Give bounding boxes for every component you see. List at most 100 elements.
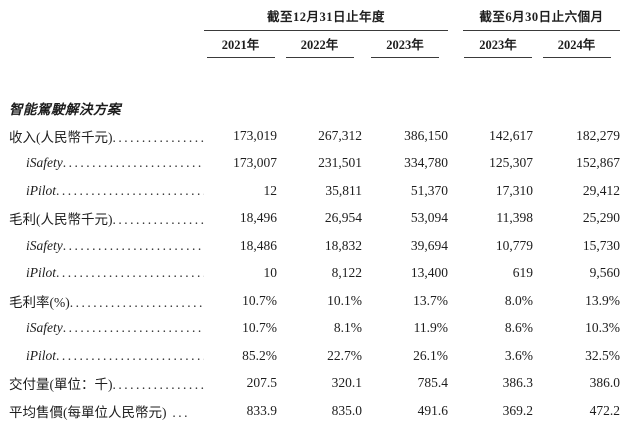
row-label-cell: iPilot............................. — [0, 177, 204, 205]
financial-table: 截至12月31日止年度 截至6月30日止六個月 2021年 2022年 2023… — [0, 6, 621, 425]
leader-dots: .......................... — [69, 294, 204, 310]
spacer-cell — [448, 315, 463, 343]
spacer-cell — [448, 370, 463, 398]
column-group-header-row: 截至12月31日止年度 截至6月30日止六個月 — [0, 6, 621, 31]
cell-value: 10,779 — [495, 237, 534, 253]
table-row-gross-profit: 毛利(人民幣千元).................... 18,496 26,… — [0, 205, 620, 233]
spacer-cell — [448, 342, 463, 370]
cell-value: 320.1 — [331, 375, 362, 391]
cell-value: 491.6 — [417, 402, 449, 418]
cell-value: 18,496 — [239, 210, 277, 226]
cell-value: 17,310 — [495, 182, 534, 198]
cell-value: 13.9% — [585, 292, 621, 308]
leader-dots: ............................. — [56, 265, 204, 281]
cell-value: 785.4 — [417, 375, 449, 391]
leader-dots: ............................. — [56, 347, 204, 363]
spacer-cell — [448, 397, 463, 425]
cell-value: 231,501 — [318, 155, 362, 171]
spacer-row — [0, 58, 620, 94]
cell-value: 9,560 — [589, 265, 621, 281]
spacer-cell — [448, 260, 463, 288]
table-row-gross-margin-ipilot: iPilot............................. 85.2… — [0, 342, 620, 370]
leader-dots: .................... — [112, 129, 205, 145]
cell-value: 13,400 — [410, 265, 449, 281]
cell-value: 10.3% — [585, 320, 621, 336]
cell-value: 35,811 — [325, 182, 362, 198]
cell-value: 125,307 — [489, 155, 534, 171]
cell-value: 10.7% — [242, 292, 277, 308]
spacer-cell — [448, 31, 463, 58]
cell-value: 472.2 — [589, 402, 621, 418]
cell-value: 11,398 — [496, 210, 534, 226]
spacer-cell — [448, 6, 463, 31]
row-label-cell: 平均售價(每單位人民幣元) ... — [0, 397, 204, 425]
cell-value: 386.0 — [589, 375, 621, 391]
cell-value: 32.5% — [585, 347, 621, 363]
table-row-gross-margin: 毛利率(%).......................... 10.7% 1… — [0, 287, 620, 315]
cell-value: 619 — [512, 265, 534, 281]
cell-value: 267,312 — [318, 127, 362, 143]
cell-value: 835.0 — [331, 402, 362, 418]
table-row-delivery-volume: 交付量(單位：千).................... 207.5 320.… — [0, 370, 620, 398]
cell-value: 53,094 — [410, 210, 449, 226]
row-label: 收入(人民幣千元) — [9, 129, 113, 145]
leader-dots: ............................ — [62, 320, 204, 336]
row-label: 平均售價(每單位人民幣元) — [9, 404, 167, 420]
cell-value: 22.7% — [327, 347, 362, 363]
cell-value: 142,617 — [489, 127, 534, 143]
table-row-gross-margin-isafety: iSafety............................ 10.7… — [0, 315, 620, 343]
table-row-revenue-ipilot: iPilot............................. 12 3… — [0, 177, 620, 205]
leader-dots: .................... — [112, 212, 205, 228]
cell-value: 3.6% — [504, 347, 534, 363]
column-group-cell: 截至12月31日止年度 — [204, 6, 449, 31]
row-label: iSafety — [26, 237, 63, 253]
cell-value: 10.7% — [242, 320, 277, 336]
row-label: iPilot — [26, 182, 56, 198]
cell-value: 10 — [263, 265, 278, 281]
row-label: 毛利率(%) — [9, 294, 70, 310]
spacer-cell — [448, 177, 463, 205]
cell-value: 8.1% — [333, 320, 362, 336]
year-header-2023: 2023年 — [371, 34, 440, 58]
row-label-cell: 毛利(人民幣千元).................... — [0, 205, 204, 233]
table-row-revenue: 收入(人民幣千元).................... 173,019 26… — [0, 122, 620, 150]
cell-value: 15,730 — [582, 237, 621, 253]
cell-value: 8,122 — [331, 265, 362, 281]
cell-value: 13.7% — [413, 292, 449, 308]
spacer-cell — [448, 232, 463, 260]
leader-dots: .................... — [112, 377, 205, 393]
leader-dots: ... — [166, 404, 190, 420]
cell-value: 386.3 — [502, 375, 534, 391]
column-group-annual: 截至12月31日止年度 — [204, 6, 449, 31]
leader-dots: ............................. — [56, 182, 204, 198]
section-header-row: 智能駕駛解決方案 — [0, 94, 620, 122]
row-label-cell: iSafety............................ — [0, 150, 204, 178]
row-label-cell: iSafety............................ — [0, 315, 204, 343]
cell-value: 369.2 — [502, 402, 534, 418]
section-title: 智能駕駛解決方案 — [9, 101, 121, 117]
year-header-cell: 2024年 — [533, 31, 620, 58]
cell-value: 18,832 — [324, 237, 362, 253]
spacer-cell — [448, 205, 463, 233]
table-row-gross-profit-isafety: iSafety............................ 18,4… — [0, 232, 620, 260]
table-row-average-selling-price: 平均售價(每單位人民幣元) ... 833.9 835.0 491.6 369.… — [0, 397, 620, 425]
year-header-2021: 2021年 — [206, 34, 275, 58]
table-row-revenue-isafety: iSafety............................ 173,… — [0, 150, 620, 178]
leader-dots: ............................ — [62, 155, 204, 171]
cell-value: 12 — [263, 182, 278, 198]
row-label-cell: 交付量(單位：千).................... — [0, 370, 204, 398]
year-header-cell: 2023年 — [463, 31, 533, 58]
cell-value: 8.6% — [504, 320, 534, 336]
cell-value: 29,412 — [582, 182, 621, 198]
cell-value: 182,279 — [576, 127, 621, 143]
row-label-cell: iSafety............................ — [0, 232, 204, 260]
row-label: iPilot — [26, 347, 56, 363]
cell-value: 152,867 — [576, 155, 621, 171]
spacer-cell — [448, 287, 463, 315]
column-group-interim: 截至6月30日止六個月 — [463, 6, 621, 31]
cell-value: 8.0% — [504, 292, 534, 308]
empty-cell — [0, 6, 204, 31]
year-header-row: 2021年 2022年 2023年 2023年 2024年 — [0, 31, 620, 58]
cell-value: 25,290 — [582, 210, 621, 226]
year-header-cell: 2021年 — [204, 31, 277, 58]
